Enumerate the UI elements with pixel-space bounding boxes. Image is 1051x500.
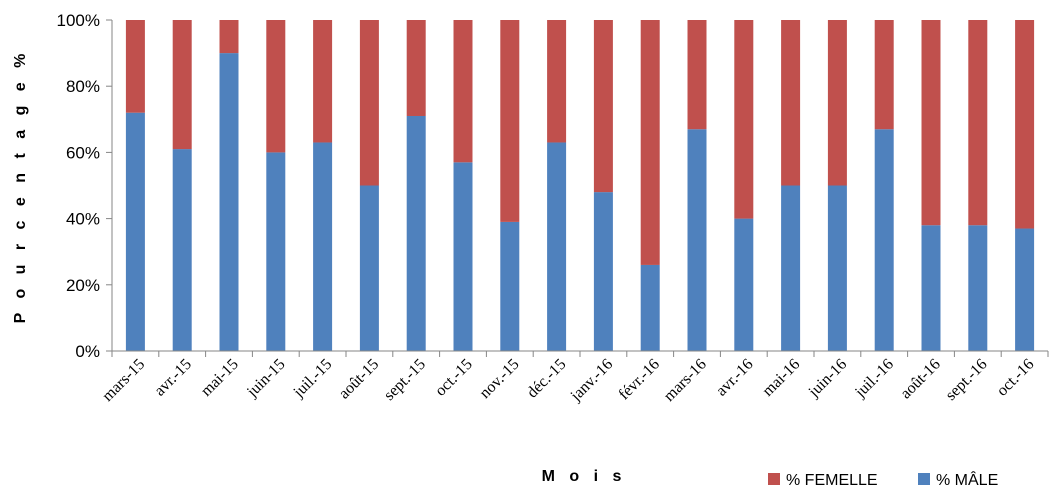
y-tick-label: 60% — [66, 143, 100, 162]
bar-female-12 — [687, 20, 707, 130]
bar-male-13 — [734, 218, 754, 351]
bar-female-9 — [547, 20, 567, 143]
bar-male-4 — [313, 142, 333, 351]
bars-group — [125, 20, 1035, 352]
bar-female-2 — [219, 20, 239, 54]
x-tick-label: mai-16 — [759, 356, 803, 400]
legend-swatch — [768, 473, 780, 485]
bar-male-10 — [593, 192, 613, 351]
bar-male-15 — [827, 185, 847, 351]
bar-male-9 — [547, 142, 567, 351]
x-tick-label: mai-15 — [198, 356, 242, 400]
bar-female-10 — [593, 20, 613, 193]
x-tick-label: juil.-16 — [851, 356, 897, 402]
bar-female-5 — [359, 20, 379, 186]
bar-female-6 — [406, 20, 426, 116]
x-tick-label: juil.-15 — [290, 356, 336, 402]
x-tick-label: mars-15 — [99, 356, 148, 405]
bar-male-7 — [453, 162, 473, 351]
x-tick-label: mars-16 — [661, 356, 710, 405]
x-tick-label: août-16 — [897, 356, 944, 403]
x-tick-label: sept.-15 — [381, 356, 429, 404]
bar-female-0 — [125, 20, 145, 113]
x-axis-title: M o i s — [542, 468, 627, 485]
bar-male-8 — [500, 221, 520, 351]
bar-male-0 — [125, 112, 145, 352]
x-tick-label: déc.-15 — [524, 356, 570, 402]
x-tick-label: févr.-16 — [616, 356, 664, 404]
x-tick-label: juin-15 — [243, 356, 288, 401]
y-tick-label: 40% — [66, 210, 100, 229]
legend-label: % FEMELLE — [786, 472, 878, 489]
bar-male-16 — [874, 129, 894, 351]
bar-female-1 — [172, 20, 192, 150]
bar-male-6 — [406, 115, 426, 352]
x-tick-label: juin-16 — [805, 356, 850, 401]
bar-male-3 — [266, 152, 286, 351]
x-tick-label: avr.-16 — [713, 356, 757, 400]
bar-male-14 — [781, 185, 801, 351]
y-tick-label: 20% — [66, 276, 100, 295]
x-tick-label: sept.-16 — [942, 356, 990, 404]
bar-male-12 — [687, 129, 707, 351]
bar-female-7 — [453, 20, 473, 163]
bar-male-11 — [640, 264, 660, 351]
bar-female-16 — [874, 20, 894, 130]
bar-female-4 — [313, 20, 333, 143]
bar-female-8 — [500, 20, 520, 222]
x-tick-label: avr.-15 — [151, 356, 195, 400]
bar-female-14 — [781, 20, 801, 186]
y-tick-label: 0% — [75, 342, 100, 361]
bar-female-3 — [266, 20, 286, 153]
x-tick-label: nov.-15 — [476, 356, 522, 402]
x-tick-label: août-15 — [336, 356, 383, 403]
y-tick-label: 80% — [66, 77, 100, 96]
y-axis-title: P o u r c e n t a g e % — [12, 49, 29, 324]
bar-male-18 — [968, 225, 988, 351]
bar-male-5 — [359, 185, 379, 351]
bar-male-19 — [1015, 228, 1035, 351]
bar-female-18 — [968, 20, 988, 226]
axes-group — [106, 19, 1049, 357]
legend-label: % MÂLE — [936, 470, 998, 489]
bar-male-2 — [219, 53, 239, 351]
bar-female-19 — [1015, 20, 1035, 229]
y-tick-label: 100% — [57, 11, 100, 30]
x-tick-label: janv.-16 — [567, 356, 616, 405]
bar-female-15 — [827, 20, 847, 186]
bar-female-11 — [640, 20, 660, 265]
bar-male-1 — [172, 149, 192, 351]
bar-female-13 — [734, 20, 754, 219]
bar-male-17 — [921, 225, 941, 351]
x-tick-label: oct.-16 — [994, 356, 1038, 400]
legend-swatch — [918, 473, 930, 485]
bar-female-17 — [921, 20, 941, 226]
x-tick-label: oct.-15 — [432, 356, 476, 400]
legend: % FEMELLE % MÂLE — [768, 470, 998, 489]
